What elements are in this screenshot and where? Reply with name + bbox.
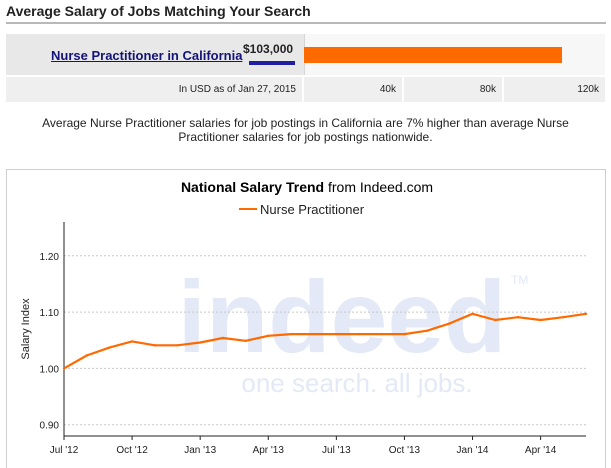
section-title: Average Salary of Jobs Matching Your Sea… [6,3,311,19]
x-tick-label: Oct '12 [116,445,148,456]
data-point [539,318,542,322]
data-point [516,315,520,319]
watermark-logo: indeed [178,260,507,374]
salary-trend-chart: indeed TM one search. all jobs. National Sa… [6,169,606,468]
data-point [403,332,406,336]
data-point [471,312,474,315]
scale-cell-80k: 80k [404,77,502,102]
x-tick-label: Apr '13 [253,445,285,456]
chart-title-main: National Salary Trend [181,179,324,195]
data-point [335,332,338,336]
x-tick-label: Apr '14 [525,445,557,456]
data-point [176,344,179,347]
job-location-link[interactable]: Nurse Practitioner in California [51,48,243,63]
salary-row: Nurse Practitioner in California $103,00… [6,34,605,75]
salary-scale-row: In USD as of Jan 27, 2015 40k 80k 120k [6,77,605,102]
y-axis-label: Salary Index [20,298,32,360]
series-line-nurse-practitioner [63,312,587,370]
x-tick-label: Jan '13 [184,445,216,456]
salary-caption: In USD as of Jan 27, 2015 [178,84,296,95]
salary-value-underline [249,61,295,65]
data-point [62,367,66,370]
chart-title-suffix: from Indeed.com [324,179,433,195]
salary-summary-box: Nurse Practitioner in California $103,00… [6,34,605,102]
title-divider [6,22,606,24]
data-point [198,341,202,344]
salary-value: $103,000 [243,42,294,56]
data-point [312,332,315,336]
data-point [357,332,361,336]
caption-cell: In USD as of Jan 27, 2015 [6,77,302,102]
scale-tick-80k: 80k [479,84,496,95]
y-tick-label: 1.00 [40,364,60,375]
salary-comparison-text: Average Nurse Practitioner salaries for … [42,116,569,144]
scale-tick-120k: 120k [577,84,599,95]
data-point [494,318,497,322]
scale-cell-120k: 120k [504,77,605,102]
x-tick-label: Jul '12 [50,445,79,456]
scale-tick-40k: 40k [379,84,396,95]
y-tick-label: 1.20 [40,252,60,263]
watermark-trademark: TM [511,273,528,287]
data-point [85,354,88,357]
legend-label: Nurse Practitioner [260,202,365,217]
data-point [130,340,134,343]
data-point [562,315,565,319]
data-point [108,346,111,349]
x-tick-label: Jan '14 [457,445,489,456]
x-tick-label: Oct '13 [389,445,421,456]
data-point [153,344,156,347]
data-point [380,332,383,336]
data-point [289,332,293,336]
y-tick-label: 0.90 [40,421,60,432]
data-point [584,312,588,315]
data-point [425,329,429,332]
scale-cell-40k: 40k [304,77,402,102]
x-tick-label: Jul '13 [322,445,351,456]
y-tick-label: 1.10 [40,308,60,319]
chart-title: National Salary Trend from Indeed.com [181,179,433,195]
data-point [221,336,225,340]
data-point [267,334,270,337]
data-point [448,322,452,325]
watermark-tagline: one search. all jobs. [241,368,472,398]
chart-svg: indeed TM one search. all jobs. National Sa… [20,179,588,456]
data-point [244,339,247,343]
salary-bar [304,47,562,63]
